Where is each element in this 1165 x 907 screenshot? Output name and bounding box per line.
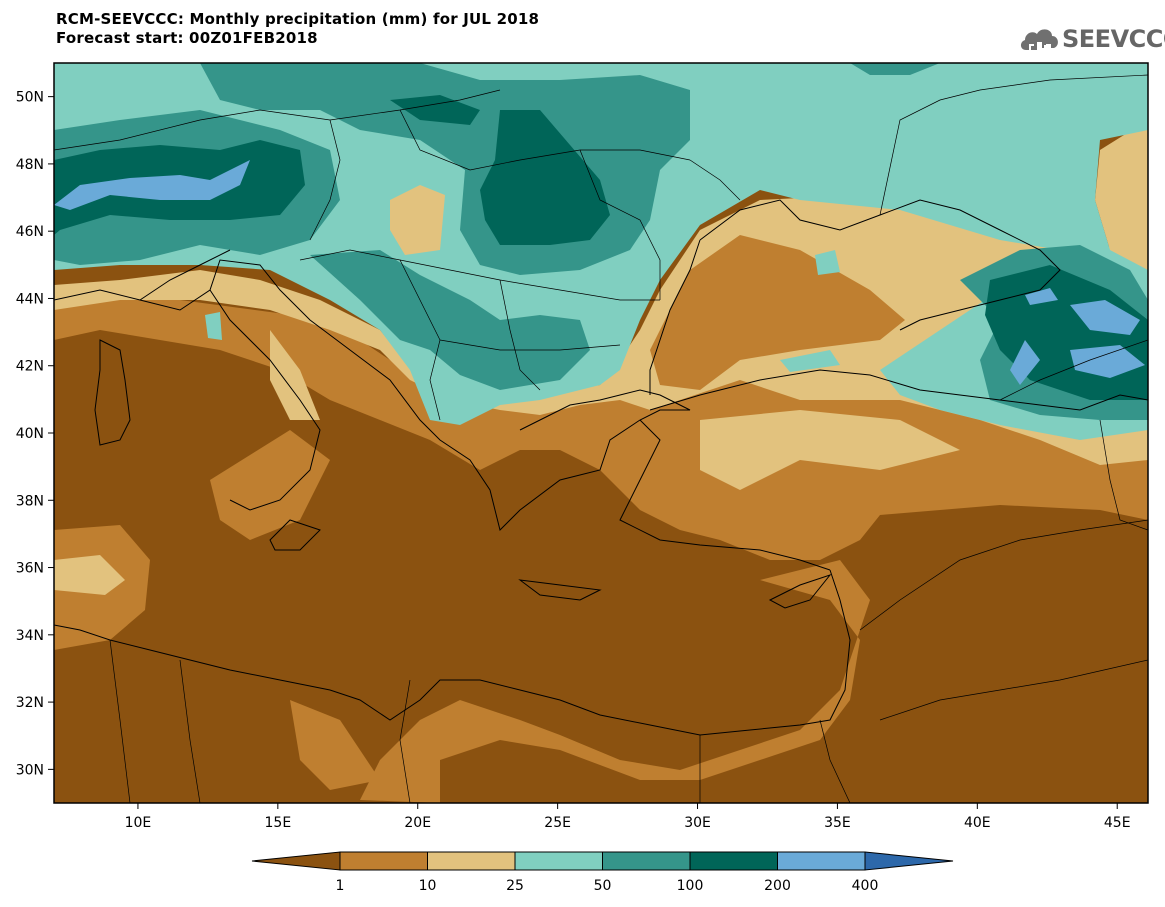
legend-swatch [339,851,428,871]
coastlines [54,199,1148,736]
legend-arrow-high [864,851,954,871]
lat-tick-label: 36N [16,561,44,577]
field-band-200-400 [390,95,480,125]
field-band-25-50 [54,195,1148,465]
lat-tick-label: 40N [16,426,44,442]
field-band-100-200 [310,250,590,390]
legend-arrow-low [251,851,341,871]
field-band-25-50 [270,330,320,420]
lat-tick-label: 48N [16,157,44,173]
logo-text: SEEVCCC [1062,25,1165,53]
legend-swatch [602,851,691,871]
legend-swatch [777,851,866,871]
field-band-200-400 [480,110,610,245]
forecast-start-label: Forecast start: 00Z01FEB2018 [56,29,318,47]
longitude-axis: 10E 15E 20E 25E 30E 35E 40E 45E [125,803,1131,831]
latitude-axis: 50N 48N 46N 44N 42N 40N 38N 36N 34N 32N 30N [16,90,54,778]
lat-tick-label: 32N [16,695,44,711]
lat-tick-label: 50N [16,90,44,106]
field-band-400-plus [1010,340,1040,385]
legend-label: 10 [419,878,437,894]
lat-tick-label: 44N [16,291,44,307]
legend-label: 100 [677,878,704,894]
map-title: RCM-SEEVCCC: Monthly precipitation (mm) … [56,10,540,28]
seevccc-logo: SEEVCCC [1018,22,1165,56]
field-band-25-50 [54,555,125,595]
lon-tick-label: 30E [684,815,711,831]
lon-tick-label: 15E [265,815,292,831]
field-band-50-100-spot [780,350,840,372]
lat-tick-label: 42N [16,359,44,375]
lon-tick-label: 10E [125,815,152,831]
field-band-50-100-spot [205,312,222,340]
field-band-10-25-interior [650,235,905,390]
field-band-400-plus [1070,345,1145,378]
lon-tick-label: 45E [1104,815,1131,831]
field-band-400-plus [54,160,250,210]
legend-label: 25 [506,878,524,894]
lat-tick-label: 38N [16,493,44,509]
lat-tick-label: 46N [16,224,44,240]
field-band-400-plus [1025,288,1058,305]
field-band-10-25 [210,430,330,540]
field-band-100-200 [850,63,940,75]
legend-swatch [514,851,603,871]
field-band-10-25 [360,560,870,803]
color-legend: 1 10 25 50 100 200 400 [251,851,954,894]
country-borders [54,74,1148,803]
field-band-25-50 [700,410,960,490]
field-band-25-50-pocket [390,185,445,255]
legend-swatch [689,851,778,871]
legend-label: 400 [852,878,879,894]
lat-tick-label: 34N [16,628,44,644]
legend-label: 200 [764,878,791,894]
cloud-icon [1020,29,1058,52]
legend-label: 1 [336,878,345,894]
lon-tick-label: 35E [824,815,851,831]
lat-tick-label: 30N [16,762,44,778]
legend-swatch [427,851,516,871]
field-band-400-plus [1070,300,1140,335]
field-band-50-100-spot [815,250,840,275]
lon-tick-label: 40E [964,815,991,831]
lon-tick-label: 25E [544,815,571,831]
precipitation-field [54,63,1148,803]
lon-tick-label: 20E [404,815,431,831]
field-band-10-25 [290,700,380,790]
legend-label: 50 [594,878,612,894]
field-band-25-50 [1095,120,1148,270]
